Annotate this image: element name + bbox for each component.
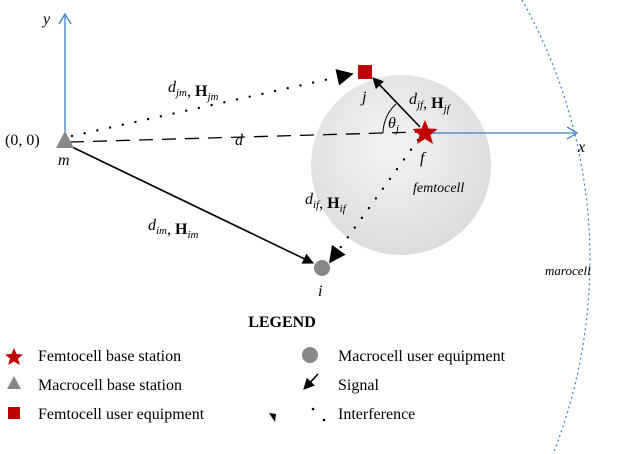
subscript: jm <box>205 91 218 103</box>
math-label: dim, Him <box>148 217 199 241</box>
legend-label: Macrocell user equipment <box>338 348 506 365</box>
legend-icon <box>302 347 318 363</box>
legend-icon <box>269 413 276 422</box>
subscript: if <box>313 199 321 211</box>
math-label: dif, Hif <box>305 191 348 215</box>
origin-label: (0, 0) <box>5 132 40 149</box>
y-label: y <box>41 11 51 28</box>
math-label: djf, Hjf <box>409 91 452 115</box>
legend-icon <box>8 407 20 419</box>
subscript: jm <box>174 87 187 99</box>
node-label: i <box>318 283 322 300</box>
subscript: jf <box>442 103 452 115</box>
math-label: θj <box>388 115 399 135</box>
node-label: j <box>360 89 367 106</box>
symbol: θ <box>388 115 396 132</box>
femtocell-label: femtocell <box>413 181 464 196</box>
legend-icon <box>7 376 21 389</box>
legend-icon <box>303 373 319 390</box>
node-label: m <box>58 152 70 169</box>
legend-label: Signal <box>338 377 379 394</box>
legend-label: Macrocell base station <box>38 377 182 394</box>
node-label: f <box>420 150 427 167</box>
symbol: H <box>431 95 444 112</box>
distance-line <box>69 131 419 143</box>
symbol: , <box>319 195 327 212</box>
interference-if <box>328 138 420 264</box>
signal-jf <box>372 77 421 128</box>
macrocell-label: marocell <box>545 263 591 278</box>
symbol: d <box>168 79 177 96</box>
legend-title: LEGEND <box>248 314 316 331</box>
signal-im <box>69 145 315 264</box>
macrocell-ue <box>314 260 330 276</box>
legend-label: Femtocell user equipment <box>38 406 205 423</box>
subscript: j <box>394 123 399 135</box>
distance-label: d <box>235 132 244 149</box>
x-axis-arrow <box>566 126 579 140</box>
symbol: , <box>187 83 195 100</box>
symbol: d <box>148 217 157 234</box>
femtocell-bs <box>412 120 438 144</box>
x-label: x <box>577 139 585 156</box>
symbol: , <box>167 221 175 238</box>
femtocell-ue <box>358 65 372 79</box>
subscript: im <box>187 229 198 241</box>
symbol: H <box>195 83 208 100</box>
macrocell-bs <box>56 131 74 148</box>
y-axis-arrow <box>58 12 72 25</box>
subscript: jf <box>415 99 425 111</box>
femtocell-area <box>311 75 491 255</box>
angle-arc <box>382 103 397 134</box>
interference-jm <box>70 69 354 138</box>
legend-label: Femtocell base station <box>38 348 181 365</box>
symbol: H <box>327 195 340 212</box>
symbol: , <box>423 95 431 112</box>
subscript: if <box>340 203 348 215</box>
symbol: H <box>175 221 188 238</box>
legend-label: Interference <box>338 406 415 423</box>
subscript: im <box>156 225 167 237</box>
math-label: djm, Hjm <box>168 79 219 103</box>
macrocell-boundary <box>521 0 591 454</box>
symbol: d <box>305 191 314 208</box>
legend-icon <box>5 348 23 365</box>
legend-icon <box>322 418 326 422</box>
legend-icon <box>311 407 315 411</box>
symbol: d <box>409 91 418 108</box>
